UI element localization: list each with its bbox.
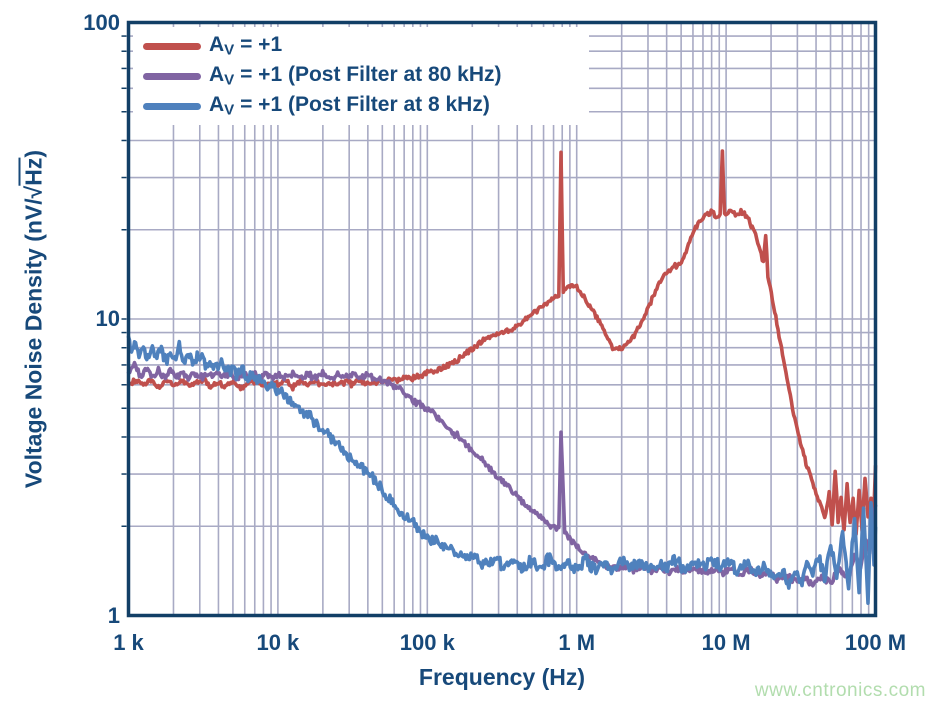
- watermark: www.cntronics.com: [754, 680, 926, 701]
- x-tick-label: 10 M: [701, 630, 751, 655]
- legend-item-1: AV = +1: [143, 31, 589, 61]
- x-tick-label: 100 k: [399, 630, 455, 655]
- legend-label: AV = +1: [209, 33, 283, 59]
- legend-line-swatch: [143, 42, 201, 50]
- y-tick-label: 10: [95, 306, 120, 331]
- x-tick-label: 10 k: [256, 630, 300, 655]
- sqrt-argument: Hz: [20, 157, 47, 186]
- legend-label: AV = +1 (Post Filter at 8 kHz): [209, 93, 490, 119]
- x-tick-label: 100 M: [844, 630, 907, 655]
- legend: AV = +1 AV = +1 (Post Filter at 80 kHz) AV…: [133, 27, 589, 125]
- series-curve-3: [126, 335, 878, 605]
- x-tick-label: 1 M: [558, 630, 596, 655]
- y-axis-title: Voltage Noise Density (nV/√Hz): [21, 150, 48, 488]
- legend-line-swatch: [143, 72, 201, 80]
- y-tick-label: 100: [83, 9, 120, 35]
- sqrt-symbol: √: [20, 185, 47, 199]
- legend-item-2: AV = +1 (Post Filter at 80 kHz): [143, 61, 589, 91]
- legend-item-3: AV = +1 (Post Filter at 8 kHz): [143, 91, 589, 121]
- y-axis-title-close: ): [20, 149, 47, 158]
- y-tick-label: 1: [107, 602, 120, 628]
- plot-frame: [126, 20, 878, 618]
- legend-label: AV = +1 (Post Filter at 80 kHz): [209, 63, 502, 89]
- x-axis-title: Frequency (Hz): [418, 664, 586, 690]
- y-axis-title-text: Voltage Noise Density (nV/: [20, 198, 47, 489]
- legend-line-swatch: [143, 102, 201, 110]
- x-tick-label: 1 k: [113, 630, 144, 655]
